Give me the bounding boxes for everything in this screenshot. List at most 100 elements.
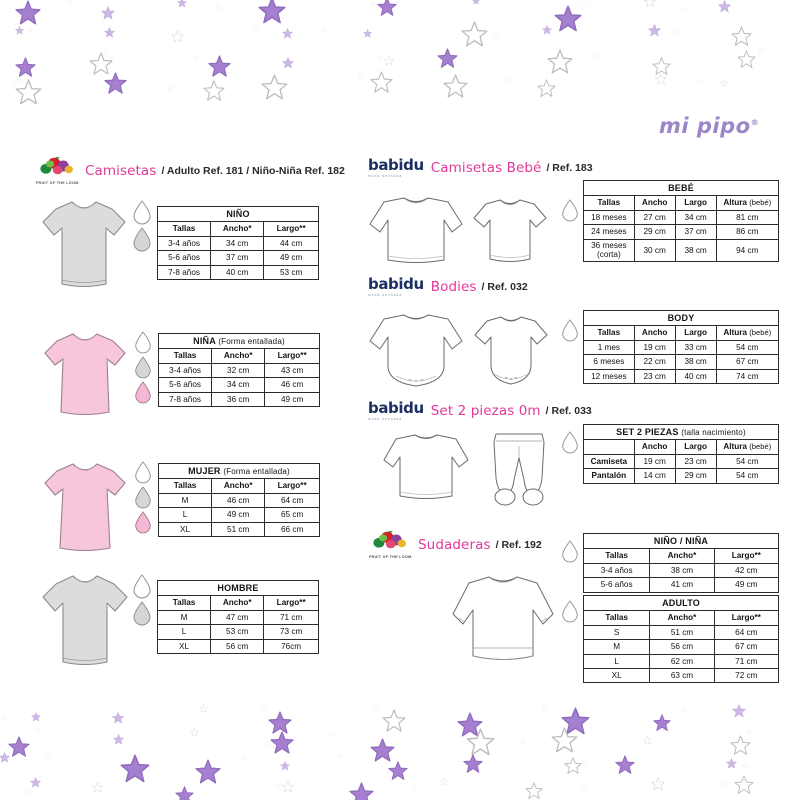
babidu-wordmark: babidu — [368, 399, 424, 417]
cell-ancho: 27 cm — [633, 210, 676, 226]
cell-size: XL — [157, 521, 213, 538]
star-outline-icon — [332, 733, 338, 739]
section-title: Camisetas — [85, 163, 157, 179]
babidu-logo: babidu moda pensada — [368, 275, 424, 298]
size-table-set2piezas: SET 2 PIEZAS (talla nacimiento) Ancho La… — [583, 423, 780, 484]
cell-ancho: 38 cm — [649, 562, 715, 579]
cell-size: 7-8 años — [157, 391, 213, 408]
star-filled-icon — [542, 25, 552, 35]
set-top-illustration — [380, 428, 472, 504]
column-header: Tallas — [583, 325, 635, 342]
size-table-body: BODY Tallas Ancho Largo Altura (bebé) 1 … — [583, 309, 780, 385]
fruit-of-the-loom-logo: FRUIT OF THE LOOM. — [36, 157, 79, 185]
table-row: L 62 cm 71 cm — [582, 653, 780, 670]
table-row: M 56 cm 67 cm — [582, 639, 780, 655]
tshirt-illustration-hombre — [38, 570, 132, 670]
table-title: HOMBRE — [157, 579, 319, 597]
column-header: Tallas — [157, 478, 213, 494]
column-header: Tallas — [157, 348, 213, 364]
cell-size: L — [582, 653, 651, 670]
cell-largo: 49 cm — [713, 577, 780, 593]
color-swatches-adulto — [560, 599, 580, 623]
table-title: SET 2 PIEZAS (talla nacimiento) — [583, 423, 779, 441]
star-filled-icon — [208, 55, 231, 78]
star-filled-icon — [15, 57, 36, 78]
star-filled-icon — [104, 72, 127, 95]
cell-largo: 44 cm — [263, 235, 319, 252]
cell-altura: 67 cm — [715, 354, 780, 370]
droplet-swatch-white — [562, 431, 578, 454]
star-outline-icon — [167, 85, 173, 91]
cell-largo: 64 cm — [713, 624, 780, 641]
sweatshirt-illustration — [447, 568, 559, 674]
star-outline-icon — [261, 74, 288, 101]
star-outline-icon — [377, 54, 383, 60]
section-title: Camisetas Bebé — [430, 160, 542, 176]
star-outline-icon — [193, 55, 199, 61]
column-header: Altura (bebé) — [715, 195, 780, 212]
cell-ancho: 29 cm — [633, 224, 676, 240]
table-row: 1 mes 19 cm 33 cm 54 cm — [583, 340, 780, 356]
cell-largo: 38 cm — [674, 238, 717, 263]
star-outline-icon — [89, 52, 113, 76]
star-outline-icon — [1, 715, 7, 721]
color-swatches-nino — [131, 199, 153, 252]
star-filled-icon — [282, 57, 294, 69]
size-table-bebe: BEBÉ Tallas Ancho Largo Altura (bebé) 18… — [583, 179, 780, 263]
cell-size: XL — [582, 668, 651, 684]
cell-largo: 49 cm — [263, 250, 319, 266]
star-outline-icon — [265, 740, 271, 746]
star-outline-icon — [215, 4, 221, 10]
cell-largo: 29 cm — [674, 468, 717, 484]
table-row: 12 meses 23 cm 40 cm 74 cm — [583, 368, 780, 385]
cell-largo: 43 cm — [264, 362, 320, 379]
column-header: Largo — [674, 439, 717, 456]
table-row: XL 63 cm 72 cm — [582, 668, 780, 684]
cell-altura: 54 cm — [715, 340, 780, 356]
star-filled-icon — [195, 759, 221, 785]
star-filled-icon — [15, 0, 41, 26]
babidu-wordmark: babidu — [368, 275, 424, 293]
table-row: M 46 cm 64 cm — [157, 492, 320, 509]
cell-size: 5-6 años — [582, 577, 651, 593]
star-outline-icon — [337, 753, 343, 759]
droplet-swatch-white — [133, 200, 151, 225]
cell-ancho: 49 cm — [211, 507, 266, 523]
star-outline-icon — [67, 0, 73, 5]
mi-pipo-logo-text: mi pipo — [659, 114, 751, 138]
cell-size: 6 meses — [583, 354, 635, 370]
cell-largo: 33 cm — [674, 340, 717, 356]
set-pants-illustration — [484, 428, 554, 506]
mi-pipo-logo: mi pipo® — [659, 114, 760, 138]
fruit-of-the-loom-wordmark: FRUIT OF THE LOOM. — [369, 555, 413, 559]
column-header: Ancho* — [649, 548, 715, 564]
cell-largo: 71 cm — [263, 609, 319, 626]
star-outline-icon — [92, 782, 103, 793]
cell-largo: 76cm — [263, 638, 319, 655]
body-longsleeve-illustration — [366, 308, 466, 392]
star-filled-icon — [653, 714, 671, 732]
star-outline-icon — [580, 784, 586, 790]
star-filled-icon — [437, 48, 458, 69]
star-outline-icon — [411, 784, 417, 790]
column-header: Ancho — [633, 195, 676, 212]
star-filled-icon — [30, 777, 41, 788]
star-outline-icon — [730, 735, 751, 756]
star-filled-icon — [554, 5, 582, 33]
cell-ancho: 47 cm — [210, 609, 265, 626]
cell-size: 3-4 años — [582, 562, 651, 579]
star-filled-icon — [280, 761, 290, 771]
cell-size: L — [156, 624, 212, 640]
column-header: Largo** — [263, 595, 319, 611]
star-outline-icon — [737, 50, 756, 69]
size-table-mujer: MUJER (Forma entallada) Tallas Ancho* La… — [157, 462, 320, 538]
section-title: Set 2 piezas 0m — [430, 403, 541, 419]
section-title: Sudaderas — [418, 537, 491, 553]
star-filled-icon — [457, 712, 483, 738]
table-row: 6 meses 22 cm 38 cm 67 cm — [583, 354, 780, 370]
star-filled-icon — [377, 0, 397, 17]
section-heading-set-2-piezas: babidu moda pensada Set 2 piezas 0m / Re… — [368, 399, 592, 422]
droplet-swatch-grey — [133, 227, 151, 252]
section-ref: / Adulto Ref. 181 / Niño-Niña Ref. 182 — [161, 165, 345, 177]
cell-size: XL — [156, 638, 212, 655]
